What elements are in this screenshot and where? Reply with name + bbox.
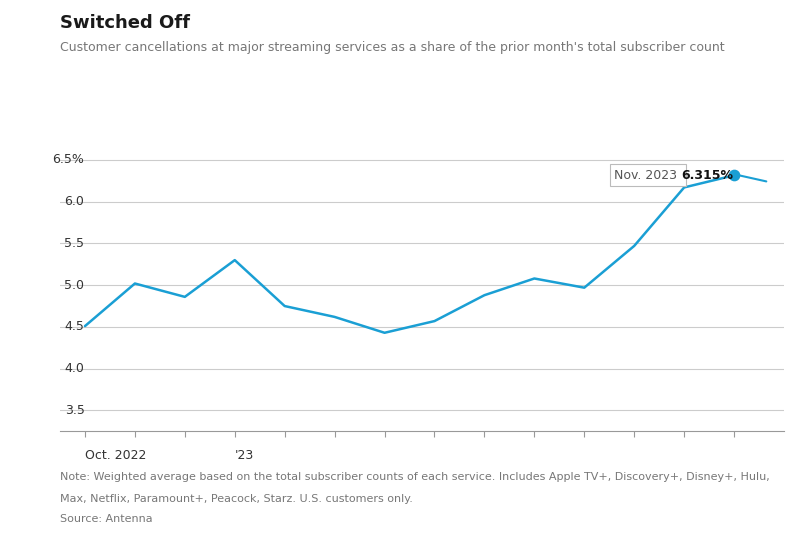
Text: Note: Weighted average based on the total subscriber counts of each service. Inc: Note: Weighted average based on the tota… bbox=[60, 472, 770, 482]
Text: 6.5%: 6.5% bbox=[53, 153, 85, 167]
Text: Customer cancellations at major streaming services as a share of the prior month: Customer cancellations at major streamin… bbox=[60, 41, 725, 54]
Text: 4.5: 4.5 bbox=[65, 321, 85, 334]
Text: 4.0: 4.0 bbox=[65, 362, 85, 375]
Text: 6.0: 6.0 bbox=[65, 195, 85, 208]
Point bbox=[728, 171, 741, 180]
Text: Max, Netflix, Paramount+, Peacock, Starz. U.S. customers only.: Max, Netflix, Paramount+, Peacock, Starz… bbox=[60, 494, 413, 504]
Text: Switched Off: Switched Off bbox=[60, 14, 190, 32]
Text: 5.5: 5.5 bbox=[65, 237, 85, 250]
Text: Oct. 2022: Oct. 2022 bbox=[85, 449, 146, 462]
Text: 3.5: 3.5 bbox=[65, 404, 85, 417]
Text: Nov. 2023: Nov. 2023 bbox=[614, 169, 682, 182]
Text: '23: '23 bbox=[234, 449, 254, 462]
Text: Source: Antenna: Source: Antenna bbox=[60, 514, 153, 524]
Text: 5.0: 5.0 bbox=[65, 278, 85, 292]
Text: 6.315%: 6.315% bbox=[682, 169, 734, 182]
